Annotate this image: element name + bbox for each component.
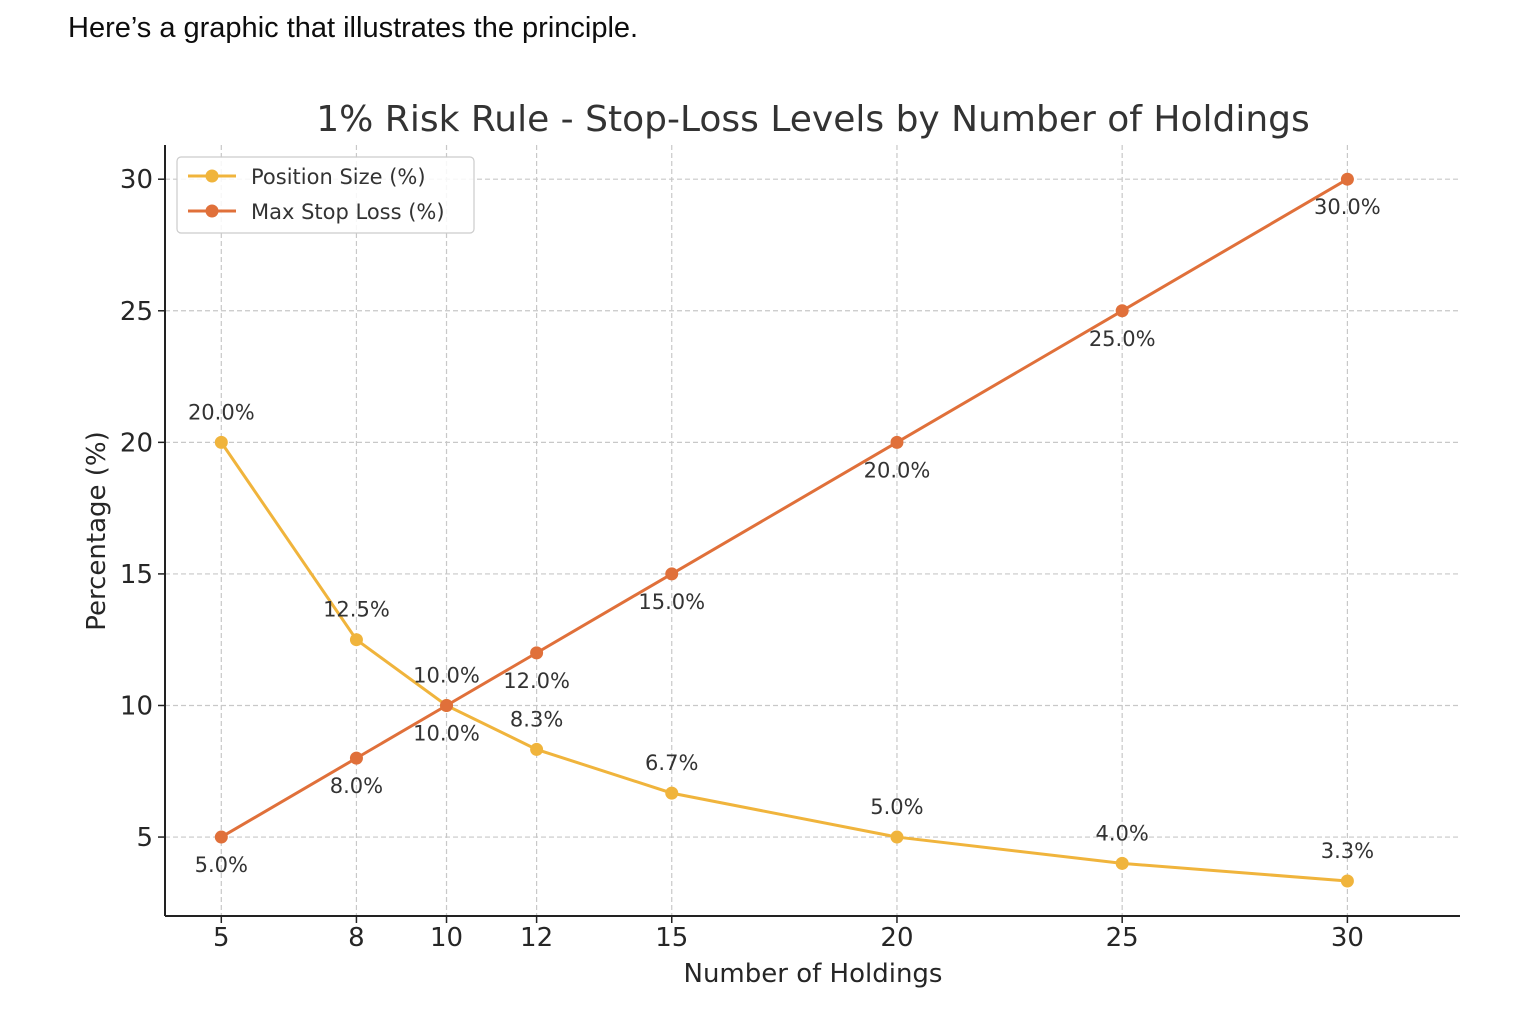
series-1-point bbox=[665, 786, 679, 800]
series-line-2 bbox=[220, 177, 1349, 839]
series-1-point bbox=[1115, 856, 1129, 870]
grid bbox=[165, 145, 1460, 916]
y-tick-label: 10 bbox=[120, 691, 153, 721]
x-tick-label: 25 bbox=[1106, 923, 1139, 953]
x-tick-label: 8 bbox=[348, 923, 365, 953]
series-line-1 bbox=[220, 441, 1348, 883]
series-2-data-label: 20.0% bbox=[864, 458, 931, 482]
legend: Position Size (%) Max Stop Loss (%) bbox=[176, 156, 475, 234]
x-tick-label: 12 bbox=[520, 923, 553, 953]
series-1-point bbox=[890, 830, 904, 844]
legend-frame bbox=[176, 156, 475, 234]
series-2-point bbox=[214, 830, 228, 844]
legend-marker-1 bbox=[205, 169, 219, 183]
series-1-point bbox=[530, 742, 544, 756]
series-2-point bbox=[890, 435, 904, 449]
legend-marker-2 bbox=[205, 204, 219, 218]
y-axis-label: Percentage (%) bbox=[82, 431, 112, 631]
series-2-data-label: 5.0% bbox=[195, 853, 248, 877]
series-2-point bbox=[349, 751, 363, 765]
series-2-data-label: 10.0% bbox=[413, 721, 480, 745]
data-labels: 20.0% 12.5% 10.0% 8.3% 6.7% 5.0% 4.0% 3.3% 5.0% 8… bbox=[188, 195, 1381, 877]
tick-labels: 5 8 10 12 15 20 25 30 5 10 15 20 25 30 bbox=[120, 165, 1364, 953]
intro-text: Here’s a graphic that illustrates the pr… bbox=[68, 12, 639, 44]
series-1-data-label: 6.7% bbox=[645, 751, 698, 775]
legend-label-2: Max Stop Loss (%) bbox=[251, 200, 445, 224]
series-2-point bbox=[530, 646, 544, 660]
series-1-data-label: 3.3% bbox=[1321, 839, 1374, 863]
y-tick-label: 15 bbox=[120, 560, 153, 590]
x-tick-label: 20 bbox=[880, 923, 913, 953]
series-2-data-label: 25.0% bbox=[1089, 327, 1156, 351]
series-1-point bbox=[1340, 874, 1354, 888]
series-1-data-label: 8.3% bbox=[510, 707, 563, 731]
x-tick-label: 15 bbox=[655, 923, 688, 953]
series-2-point bbox=[1340, 172, 1354, 186]
series-1-data-label: 5.0% bbox=[870, 795, 923, 819]
series-2-point bbox=[665, 567, 679, 581]
series-2-data-label: 30.0% bbox=[1314, 195, 1381, 219]
chart-title: 1% Risk Rule - Stop-Loss Levels by Numbe… bbox=[316, 99, 1310, 140]
y-tick-label: 20 bbox=[120, 428, 153, 458]
series-2-data-label: 12.0% bbox=[503, 669, 570, 693]
legend-label-1: Position Size (%) bbox=[251, 165, 426, 189]
series-2-point bbox=[1115, 304, 1129, 318]
x-tick-label: 10 bbox=[430, 923, 463, 953]
y-tick-label: 25 bbox=[120, 297, 153, 327]
series-2-point bbox=[440, 698, 454, 712]
series-1-data-label: 12.5% bbox=[323, 598, 390, 622]
x-axis-label: Number of Holdings bbox=[684, 959, 943, 989]
series-1-data-label: 4.0% bbox=[1095, 821, 1148, 845]
series-2-data-label: 8.0% bbox=[330, 774, 383, 798]
series-1-data-label: 10.0% bbox=[413, 663, 480, 687]
series-1-point bbox=[214, 435, 228, 449]
x-tick-label: 5 bbox=[213, 923, 230, 953]
series-1-point bbox=[349, 633, 363, 647]
x-tick-label: 30 bbox=[1331, 923, 1364, 953]
series-layer bbox=[214, 172, 1354, 888]
axes bbox=[158, 145, 1460, 923]
series-1-data-label: 20.0% bbox=[188, 400, 255, 424]
y-tick-label: 30 bbox=[120, 165, 153, 195]
series-2-data-label: 15.0% bbox=[638, 590, 705, 614]
y-tick-label: 5 bbox=[136, 823, 153, 853]
